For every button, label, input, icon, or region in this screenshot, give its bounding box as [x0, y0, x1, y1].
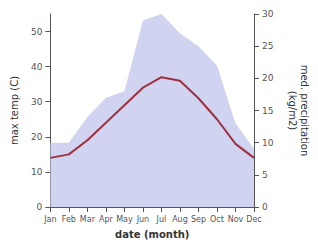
svg-text:0: 0 [37, 202, 43, 212]
svg-text:max temp (C): max temp (C) [9, 76, 20, 145]
svg-text:Sep: Sep [191, 215, 206, 224]
svg-text:0: 0 [262, 202, 268, 212]
svg-text:Feb: Feb [62, 215, 76, 224]
svg-text:Mar: Mar [80, 215, 96, 224]
svg-text:20: 20 [31, 132, 43, 142]
svg-text:5: 5 [262, 170, 268, 180]
svg-text:Jun: Jun [136, 215, 150, 224]
svg-text:30: 30 [262, 9, 274, 19]
svg-text:Aug: Aug [172, 215, 188, 224]
svg-text:Jul: Jul [156, 215, 167, 224]
svg-text:40: 40 [31, 62, 43, 72]
svg-text:25: 25 [262, 41, 273, 51]
svg-text:50: 50 [31, 27, 43, 37]
svg-text:Apr: Apr [99, 215, 114, 224]
svg-text:Dec: Dec [246, 215, 261, 224]
svg-text:10: 10 [262, 138, 274, 148]
svg-text:30: 30 [31, 97, 43, 107]
svg-text:20: 20 [262, 73, 274, 83]
svg-text:Jan: Jan [43, 215, 56, 224]
svg-text:med. precipitation: med. precipitation [299, 65, 310, 157]
svg-text:15: 15 [262, 106, 273, 116]
svg-text:Nov: Nov [228, 215, 244, 224]
svg-text:May: May [116, 215, 133, 224]
svg-text:Oct: Oct [210, 215, 224, 224]
svg-text:(kg/m2): (kg/m2) [287, 91, 298, 131]
svg-text:10: 10 [31, 167, 43, 177]
svg-text:date (month): date (month) [115, 229, 189, 240]
